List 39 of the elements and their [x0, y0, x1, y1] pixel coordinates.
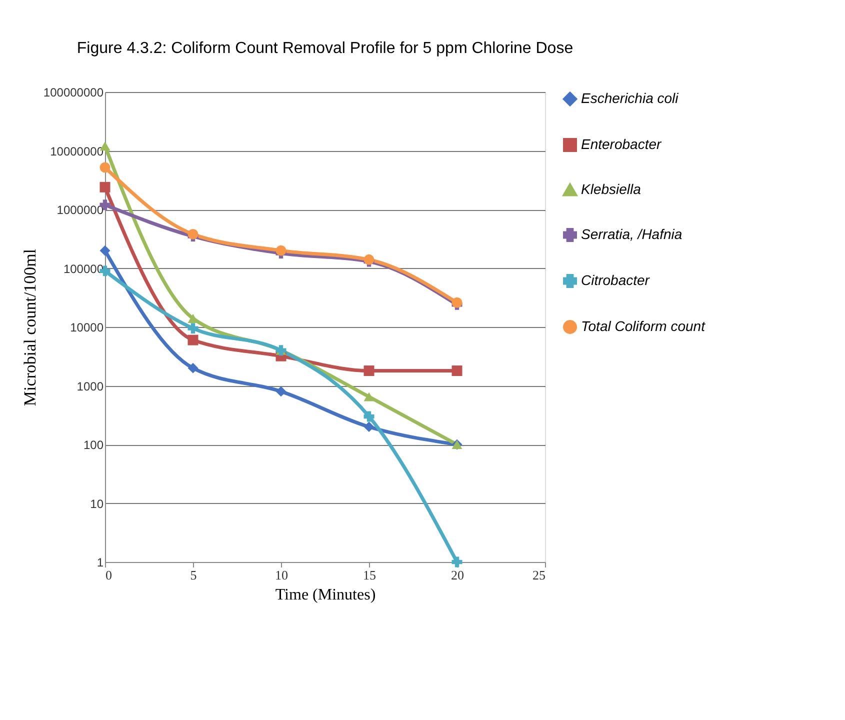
point	[100, 162, 110, 173]
point	[364, 392, 374, 402]
point	[100, 245, 110, 256]
point	[276, 386, 286, 397]
y-tick-label: 100	[83, 438, 104, 452]
legend-label: Escherichia coli	[581, 90, 680, 106]
y-tick-label: 100000	[63, 262, 104, 276]
y-tick-label: 10	[90, 496, 104, 511]
y-tick-label: 10000000	[50, 144, 104, 158]
x-tick-label: 0	[106, 568, 112, 582]
point	[452, 366, 462, 376]
legend-label: Klebsiella	[581, 181, 642, 197]
point	[188, 334, 198, 346]
x-tick-label: 10	[275, 568, 288, 582]
point	[188, 323, 198, 334]
x-tick-label: 20	[451, 568, 464, 582]
point	[364, 422, 374, 432]
point	[188, 228, 198, 240]
y-tick-label: 10000	[70, 320, 104, 334]
legend-label: Citrobacter	[581, 272, 651, 288]
point	[452, 556, 462, 568]
point	[188, 362, 198, 374]
point	[100, 182, 110, 192]
x-axis-title: Time (Minutes)	[275, 586, 376, 604]
point	[364, 366, 374, 376]
x-tick-label: 5	[190, 568, 197, 582]
y-tick-label: 100000000	[43, 86, 104, 100]
x-tick-label: 25	[532, 568, 546, 582]
point	[364, 411, 374, 422]
y-axis-title: Microbial count/100ml	[20, 248, 40, 406]
legend-label: Enterobacter	[581, 136, 662, 152]
point	[276, 245, 286, 256]
x-tick-label: 15	[363, 568, 376, 582]
chart-title: Figure 4.3.2: Coliform Count Removal Profile for 5 ppm Chlorine Dose	[76, 40, 574, 57]
legend-label: Serratia, /Hafnia	[581, 226, 682, 242]
y-tick-label: 1000000	[56, 203, 104, 217]
y-tick-label: 1	[96, 556, 104, 570]
y-tick-label: 1000	[76, 379, 104, 394]
legend-label: Total Coliform count	[581, 318, 706, 334]
